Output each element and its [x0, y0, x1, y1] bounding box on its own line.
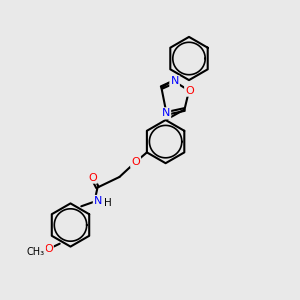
Text: CH₃: CH₃	[27, 247, 45, 256]
Text: N: N	[170, 76, 179, 86]
Text: N: N	[162, 108, 170, 118]
Text: O: O	[131, 157, 140, 167]
Text: H: H	[104, 198, 112, 208]
Text: O: O	[44, 244, 53, 254]
Text: O: O	[88, 172, 97, 183]
Text: O: O	[185, 85, 194, 96]
Text: N: N	[94, 196, 102, 206]
